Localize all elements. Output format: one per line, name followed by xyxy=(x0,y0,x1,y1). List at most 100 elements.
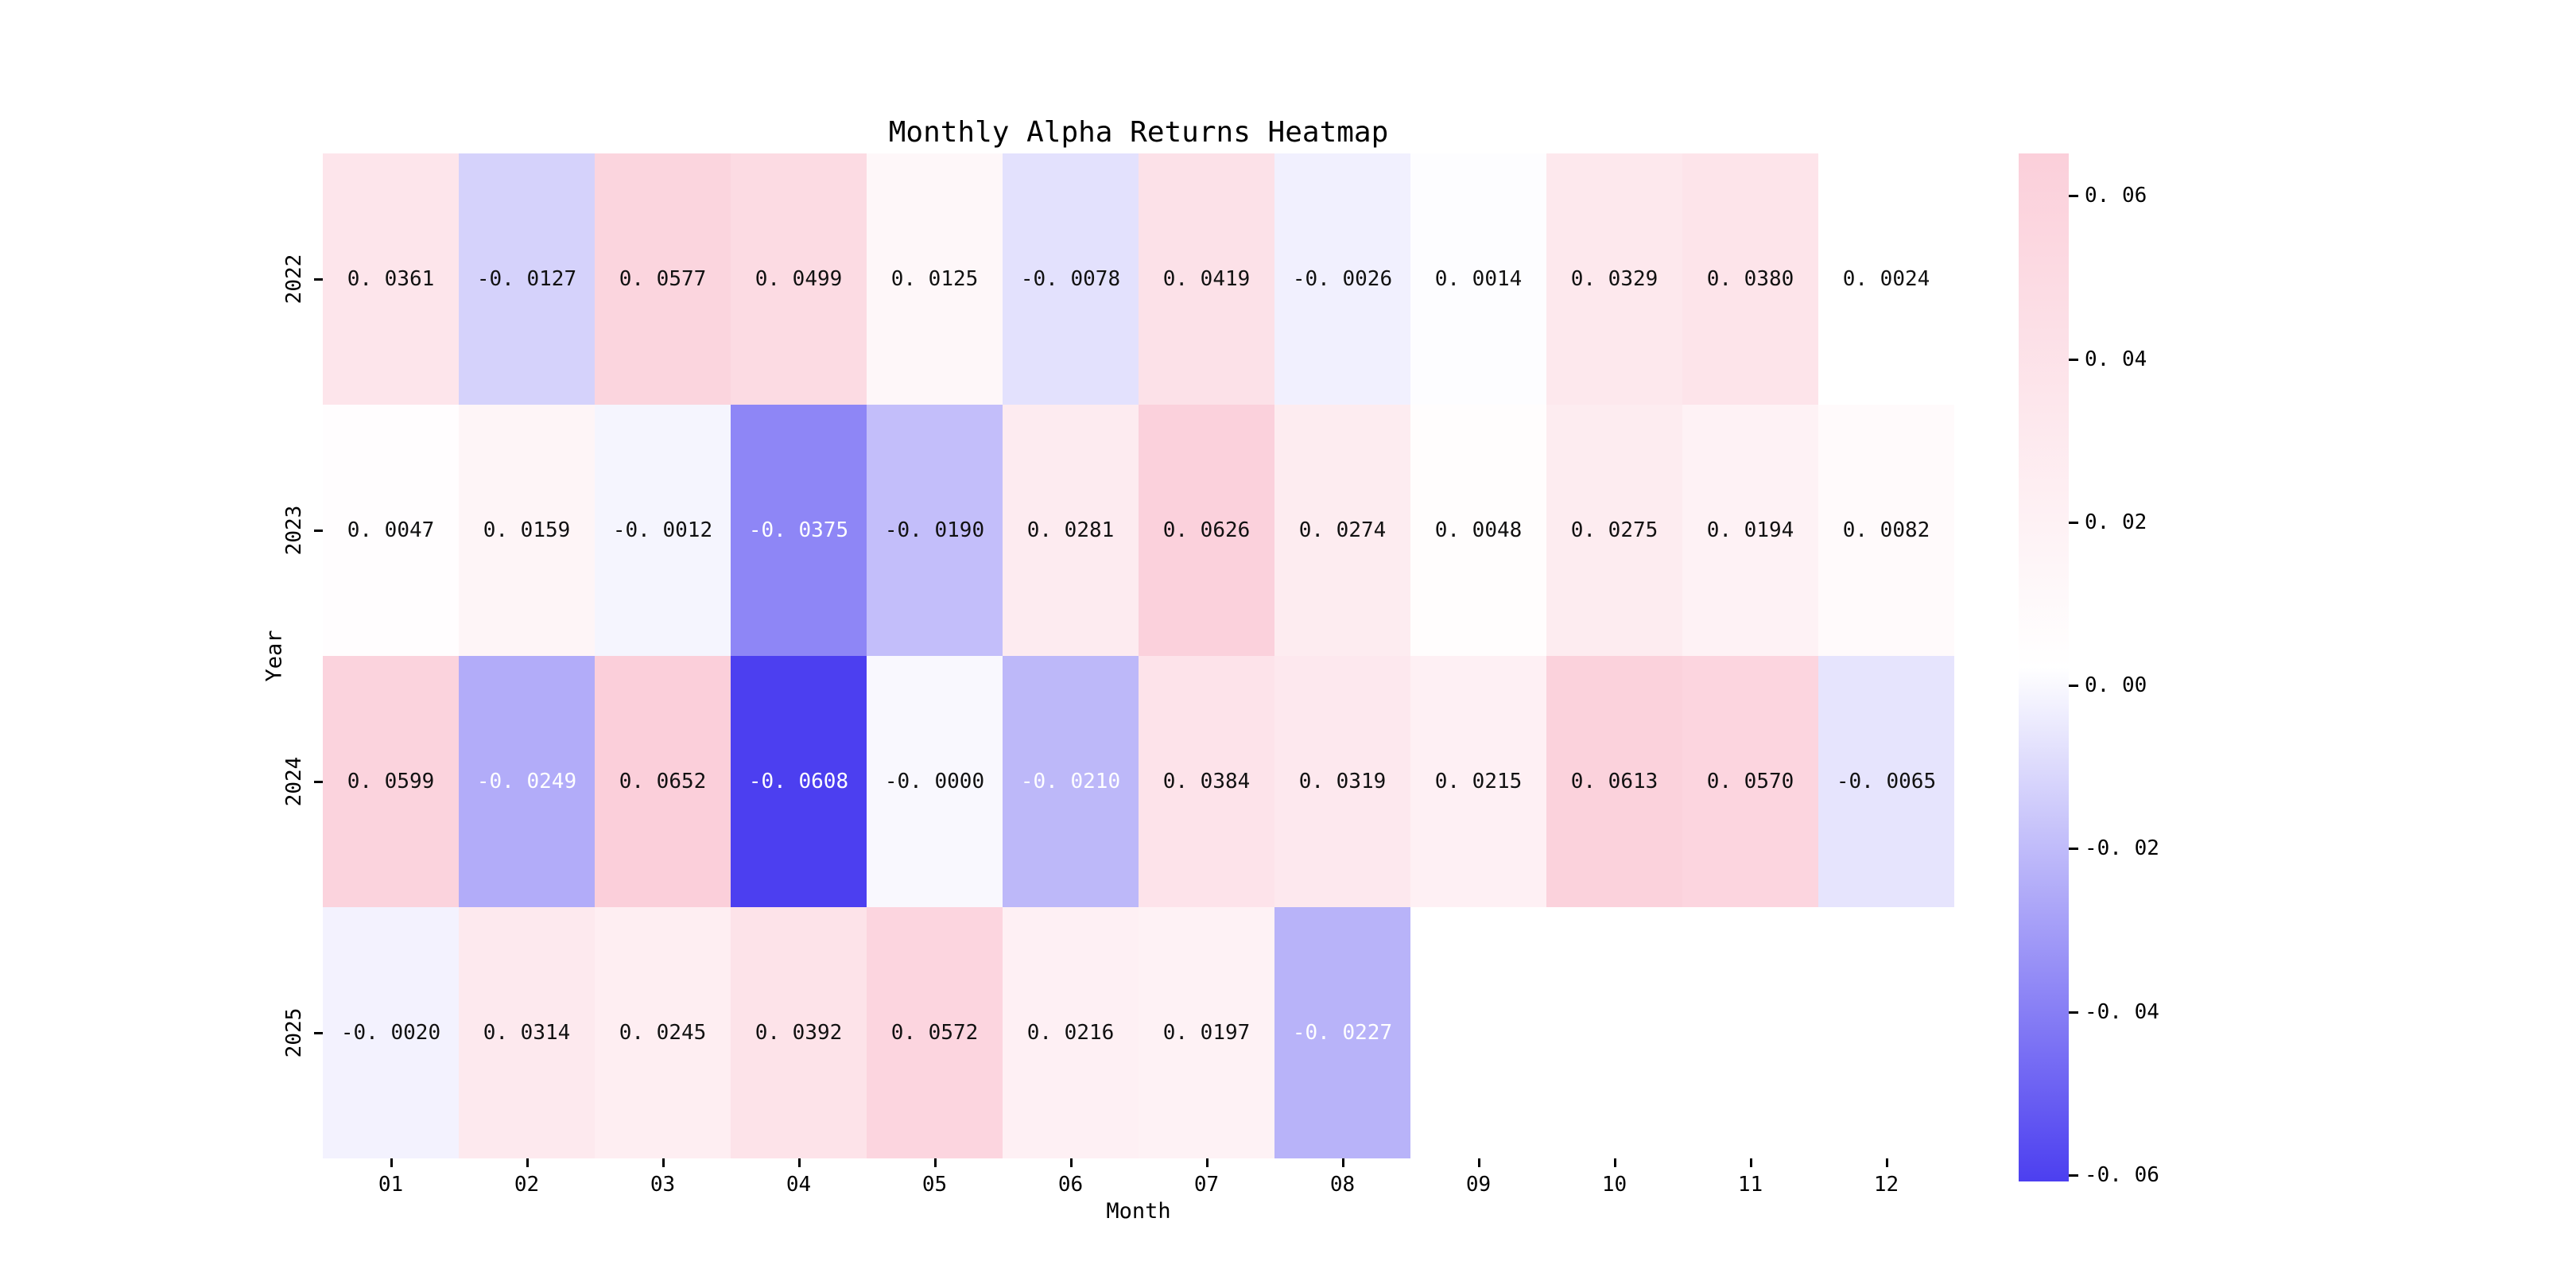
tick-mark xyxy=(797,1158,801,1167)
tick-mark xyxy=(1205,1158,1208,1167)
cell-value: -0. 0000 xyxy=(884,770,985,793)
cell-value: 0. 0319 xyxy=(1298,770,1387,793)
heatmap-cell: 0. 0572 xyxy=(867,907,1003,1158)
heatmap-cell: 0. 0245 xyxy=(595,907,731,1158)
heatmap-cell: -0. 0078 xyxy=(1003,153,1139,405)
colorbar-tick-mark xyxy=(2069,521,2078,524)
cell-value: 0. 0159 xyxy=(483,518,571,542)
x-tick-label: 09 xyxy=(1465,1173,1492,1197)
cell-value: -0. 0127 xyxy=(476,267,577,291)
cell-value: -0. 0020 xyxy=(340,1021,441,1045)
cell-value: 0. 0216 xyxy=(1026,1021,1115,1045)
cell-value: -0. 0227 xyxy=(1292,1021,1393,1045)
cell-value: 0. 0626 xyxy=(1162,518,1251,542)
cell-value: 0. 0197 xyxy=(1162,1021,1251,1045)
tick-mark xyxy=(1885,1158,1888,1167)
cell-value: -0. 0026 xyxy=(1292,267,1393,291)
cell-value: -0. 0608 xyxy=(748,770,849,793)
heatmap-cell: -0. 0190 xyxy=(867,405,1003,656)
tick-mark xyxy=(1613,1158,1616,1167)
heatmap-cell: 0. 0314 xyxy=(459,907,595,1158)
colorbar-tick-mark xyxy=(2069,1011,2078,1014)
tick-mark xyxy=(1069,1158,1073,1167)
x-tick-label: 11 xyxy=(1737,1173,1763,1197)
heatmap-cell: -0. 0026 xyxy=(1274,153,1410,405)
cell-value: 0. 0245 xyxy=(619,1021,707,1045)
tick-mark xyxy=(661,1158,665,1167)
heatmap-cell: -0. 0012 xyxy=(595,405,731,656)
colorbar-gradient xyxy=(2019,153,2069,1181)
heatmap-cell: 0. 0215 xyxy=(1410,656,1546,907)
heatmap-cell: -0. 0020 xyxy=(323,907,459,1158)
cell-value: 0. 0274 xyxy=(1298,518,1387,542)
tick-mark xyxy=(1477,1158,1480,1167)
cell-value: 0. 0047 xyxy=(347,518,435,542)
heatmap-cell: 0. 0197 xyxy=(1139,907,1274,1158)
heatmap-cell: 0. 0392 xyxy=(731,907,867,1158)
x-tick-label: 10 xyxy=(1601,1173,1627,1197)
heatmap-cell: 0. 0329 xyxy=(1546,153,1682,405)
cell-value: 0. 0599 xyxy=(347,770,435,793)
colorbar-tick-label: 0. 00 xyxy=(2085,673,2147,698)
colorbar-tick-mark xyxy=(2069,195,2078,198)
y-axis-label: Year xyxy=(262,630,287,682)
cell-value: 0. 0194 xyxy=(1706,518,1794,542)
colorbar-tick-label: -0. 02 xyxy=(2085,836,2159,861)
cell-value: 0. 0392 xyxy=(755,1021,843,1045)
heatmap-cell: 0. 0275 xyxy=(1546,405,1682,656)
cell-value: 0. 0361 xyxy=(347,267,435,291)
x-tick-label: 01 xyxy=(378,1173,404,1197)
colorbar-tick-label: -0. 04 xyxy=(2085,999,2159,1024)
colorbar-tick-label: 0. 04 xyxy=(2085,347,2147,371)
chart-title: Monthly Alpha Returns Heatmap xyxy=(888,116,1389,149)
cell-value: 0. 0048 xyxy=(1434,518,1523,542)
heatmap-cell: 0. 0570 xyxy=(1682,656,1818,907)
heatmap-cell: 0. 0361 xyxy=(323,153,459,405)
cell-value: 0. 0082 xyxy=(1842,518,1930,542)
x-tick-label: 03 xyxy=(650,1173,676,1197)
cell-value: 0. 0570 xyxy=(1706,770,1794,793)
heatmap-cell: 0. 0626 xyxy=(1139,405,1274,656)
tick-mark xyxy=(314,530,323,532)
heatmap-cell: 0. 0047 xyxy=(323,405,459,656)
heatmap-cell: -0. 0375 xyxy=(731,405,867,656)
y-tick-label: 2022 xyxy=(282,254,306,305)
colorbar-tick-mark xyxy=(2069,358,2078,361)
heatmap-cell: -0. 0608 xyxy=(731,656,867,907)
heatmap-cell: 0. 0499 xyxy=(731,153,867,405)
x-tick-label: 02 xyxy=(514,1173,540,1197)
heatmap-cell: 0. 0384 xyxy=(1139,656,1274,907)
colorbar-tick-mark xyxy=(2069,685,2078,688)
cell-value: -0. 0012 xyxy=(612,518,713,542)
colorbar-tick-label: 0. 06 xyxy=(2085,184,2147,208)
tick-mark xyxy=(390,1158,393,1167)
heatmap-cell: 0. 0281 xyxy=(1003,405,1139,656)
heatmap-cell: 0. 0577 xyxy=(595,153,731,405)
cell-value: 0. 0014 xyxy=(1434,267,1523,291)
cell-value: 0. 0281 xyxy=(1026,518,1115,542)
cell-value: 0. 0384 xyxy=(1162,770,1251,793)
colorbar-tick-label: -0. 06 xyxy=(2085,1162,2159,1187)
heatmap-cell: 0. 0024 xyxy=(1818,153,1954,405)
cell-value: 0. 0499 xyxy=(755,267,843,291)
x-tick-label: 08 xyxy=(1329,1173,1356,1197)
cell-value: 0. 0275 xyxy=(1570,518,1658,542)
x-tick-label: 07 xyxy=(1193,1173,1220,1197)
cell-value: 0. 0380 xyxy=(1706,267,1794,291)
x-tick-label: 04 xyxy=(786,1173,812,1197)
cell-value: 0. 0314 xyxy=(483,1021,571,1045)
cell-value: 0. 0652 xyxy=(619,770,707,793)
cell-value: 0. 0577 xyxy=(619,267,707,291)
heatmap-cell: -0. 0000 xyxy=(867,656,1003,907)
heatmap-cell: -0. 0127 xyxy=(459,153,595,405)
heatmap-cell: 0. 0194 xyxy=(1682,405,1818,656)
cell-value: -0. 0065 xyxy=(1836,770,1937,793)
tick-mark xyxy=(526,1158,529,1167)
heatmap-cell: 0. 0159 xyxy=(459,405,595,656)
heatmap-cell: 0. 0613 xyxy=(1546,656,1682,907)
cell-value: -0. 0190 xyxy=(884,518,985,542)
y-tick-label: 2025 xyxy=(282,1007,306,1058)
x-axis-label: Month xyxy=(1106,1199,1171,1224)
heatmap-cell: 0. 0380 xyxy=(1682,153,1818,405)
